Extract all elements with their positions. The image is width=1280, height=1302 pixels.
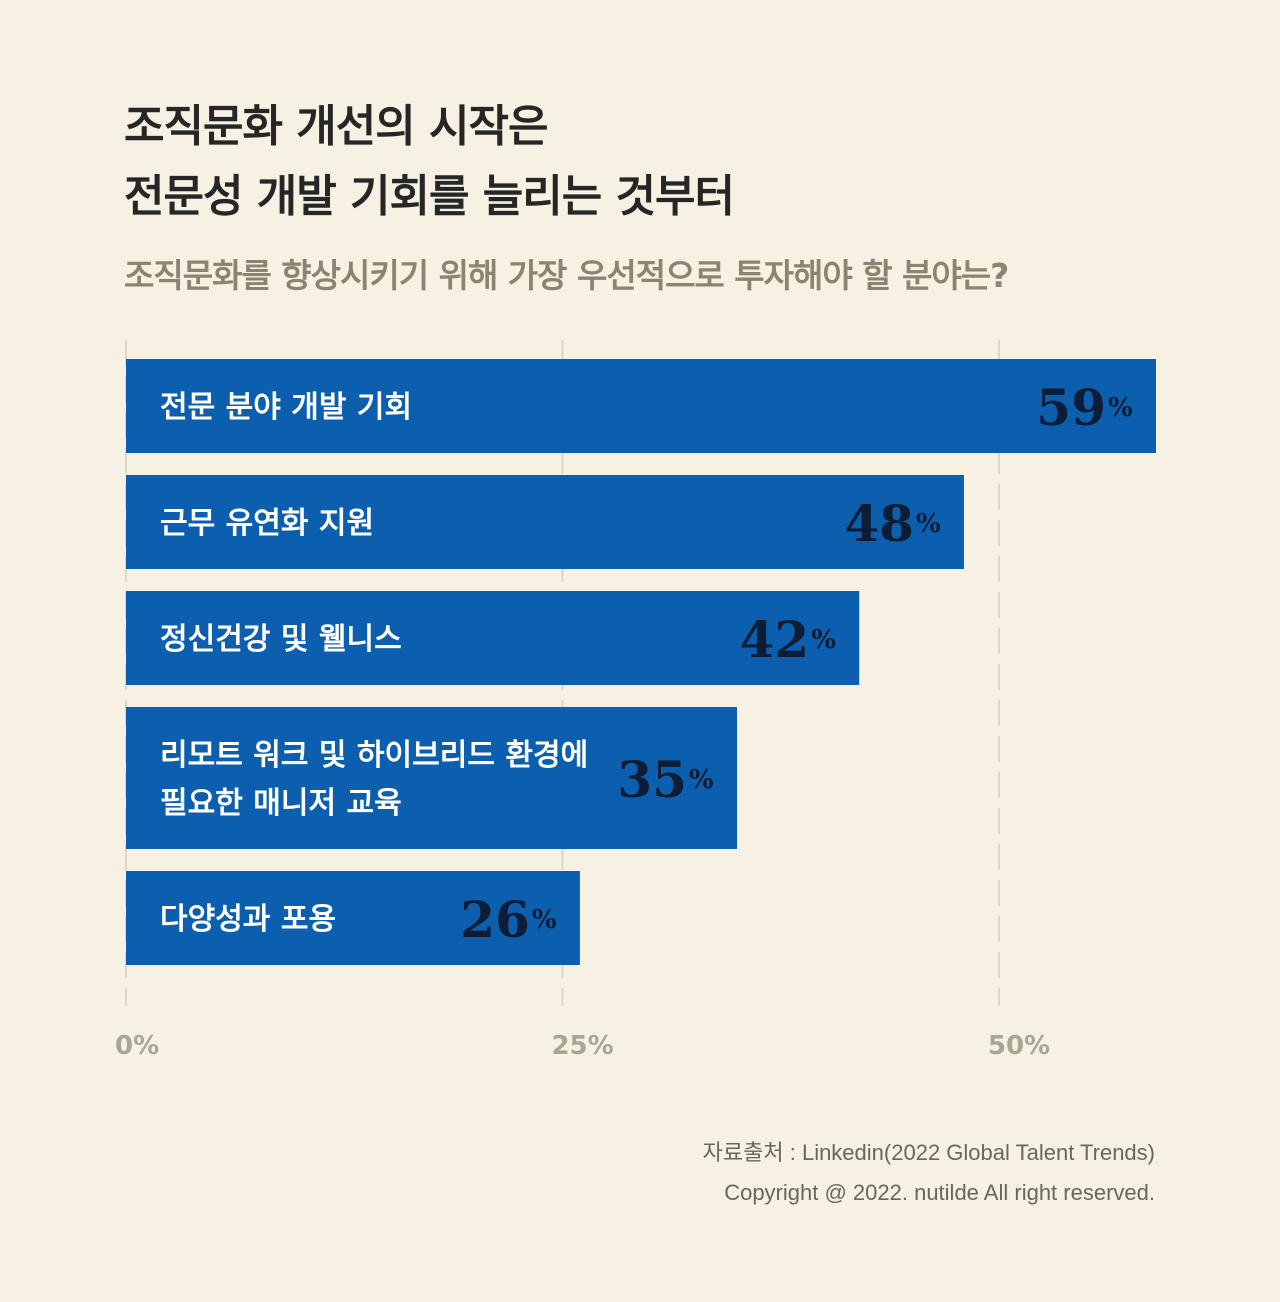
bar-0 [126, 359, 1156, 453]
bar-chart: 전문 분야 개발 기회 59 % 근무 유연화 지원 48 % 정신건강 및 웰니스 42 % 리… [115, 340, 1156, 1061]
bar-2 [126, 591, 860, 685]
bar-value-0: 59 [1036, 378, 1106, 437]
bar-label-3-1: 필요한 매니저 교육 [160, 786, 402, 821]
source-note: 자료출처 : Linkedin(2022 Global Talent Trend… [703, 1133, 1155, 1213]
bar-unit-2: % [811, 625, 836, 655]
x-tick-label-1: 25% [551, 1031, 613, 1061]
bar-label-3-0: 리모트 워크 및 하이브리드 환경에 [160, 738, 588, 773]
bar-label-4: 다양성과 포용 [160, 902, 336, 937]
chart-title: 조직문화 개선의 시작은 전문성 개발 기회를 늘리는 것부터 [124, 92, 735, 232]
bar-label-0: 전문 분야 개발 기회 [160, 390, 412, 425]
chart-subtitle: 조직문화를 향상시키기 위해 가장 우선적으로 투자해야 할 분야는? [124, 256, 1009, 295]
chart-title-line-1: 조직문화 개선의 시작은 [124, 101, 548, 152]
copyright-notice: Copyright @ 2022. nutilde All right rese… [724, 1180, 1155, 1205]
x-axis-ticks: 0% 25% 50% [115, 1031, 1050, 1061]
bar-3 [126, 707, 738, 849]
bar-unit-0: % [1108, 393, 1133, 423]
bar-value-4: 26 [460, 890, 530, 949]
bar-1 [126, 475, 964, 569]
x-tick-label-2: 50% [988, 1031, 1050, 1061]
bar-unit-3: % [689, 765, 714, 795]
bar-value-1: 48 [844, 494, 914, 553]
chart-title-line-2: 전문성 개발 기회를 늘리는 것부터 [124, 171, 735, 222]
bar-unit-1: % [916, 509, 941, 539]
bar-label-2: 정신건강 및 웰니스 [160, 622, 402, 657]
bar-unit-4: % [532, 905, 557, 935]
x-tick-label-0: 0% [115, 1031, 159, 1061]
bar-value-3: 35 [617, 750, 687, 809]
bar-4 [126, 871, 580, 965]
bar-label-1: 근무 유연화 지원 [160, 506, 374, 541]
bars: 전문 분야 개발 기회 59 % 근무 유연화 지원 48 % 정신건강 및 웰니스 42 % 리… [126, 359, 1156, 965]
bar-value-2: 42 [740, 610, 810, 669]
source-citation: 자료출처 : Linkedin(2022 Global Talent Trend… [702, 1140, 1155, 1165]
